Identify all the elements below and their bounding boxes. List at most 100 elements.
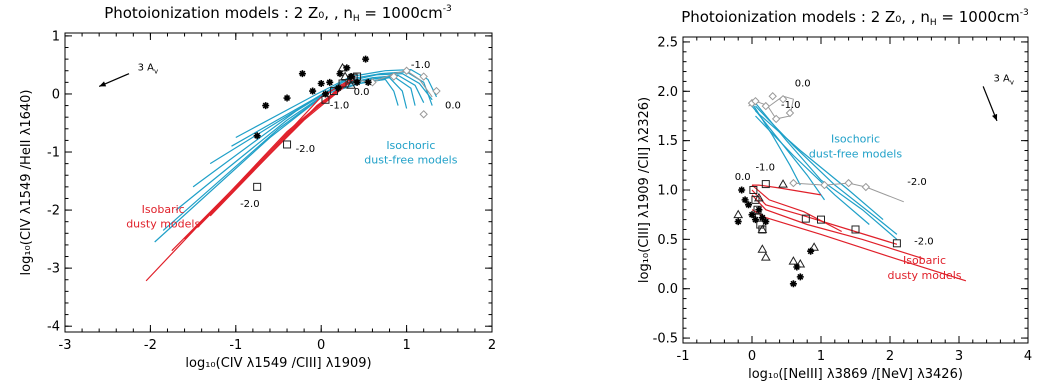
title-superscript: -3 [1020,8,1029,18]
y-tick-label: 0.0 [657,282,678,297]
reddening-subscript: v [154,68,158,76]
x-tick-label: 1 [402,338,410,353]
star-marker [298,70,306,78]
annotation-label: 0.0 [445,100,461,111]
isobaric-model-line [751,194,925,260]
y-tick-label: -1 [47,146,60,161]
annotation-label: -2.0 [914,236,934,247]
isobaric-model-line [751,184,842,233]
title-tail: = 1000cm [360,4,443,22]
star-marker [793,263,801,271]
y-axis-label: log₁₀(CIV λ1549 /HeII λ1640) [19,90,34,276]
annotation-label: -2.0 [240,199,260,210]
y-tick-label: 1.5 [657,134,678,149]
star-marker [253,132,261,140]
star-marker [758,214,766,222]
square-marker [761,180,770,189]
star-marker [741,196,749,204]
star-marker [364,78,372,86]
y-tick-label: -4 [47,320,60,335]
star-marker [745,201,753,209]
star-marker [353,78,361,86]
diamond-marker [778,94,788,104]
model-label: Isobaric [142,203,185,216]
square-marker [749,186,758,194]
square-marker [751,195,760,204]
isochoric-model-line [751,105,825,201]
annotation-label: -1.0 [781,100,801,111]
diamond-marker [751,96,760,106]
isochoric-model-line [154,78,399,243]
y-tick-label: -3 [47,262,60,277]
model-label: dusty models [888,269,962,282]
square-marker [817,215,825,224]
star-marker [326,78,334,86]
annotation-label: 0.0 [735,172,751,183]
x-tick-label: 2 [488,338,496,353]
diamond-marker [432,86,441,96]
diamond-marker [844,178,853,188]
x-tick-label: -1 [229,338,242,353]
x-tick-label: 0 [748,349,756,364]
x-tick-label: 4 [1024,349,1032,364]
diamond-marker [768,92,777,101]
model-label: Isochoric [386,139,435,152]
model-label: dust-free models [809,147,902,160]
diamond-marker [402,66,411,75]
isochoric-model-line [755,105,898,235]
reddening-arrow-head [992,113,998,121]
title-subscript: H [353,14,360,24]
star-marker [334,84,342,92]
reddening-arrow-head [99,81,107,87]
star-marker [789,280,797,288]
triangle-marker [760,252,771,261]
star-marker [262,102,270,110]
data-layer [145,55,441,282]
diamond-marker [785,108,795,118]
annotation-label: 0.0 [795,78,811,89]
diamond-marker [419,110,428,119]
chart-right: -1 0 1 2 3 4 -0.5 0.0 0.5 1.0 1.5 2.0 2.5Photoioniza… [637,8,1032,382]
star-marker [796,273,804,281]
isochoric-model-line [235,68,438,139]
annotation-label: -1.0 [755,162,775,173]
star-marker [807,247,815,255]
model-label: Isobaric [903,254,946,267]
x-tick-label: 1 [817,349,825,364]
y-tick-label: 1.0 [657,184,678,199]
triangle-marker [809,242,819,251]
y-tick-label: 2.0 [657,85,678,100]
isobaric-model-line [751,209,967,282]
diamond-marker [761,101,771,111]
star-marker [751,216,759,224]
triangle-marker [733,209,744,219]
star-marker [343,64,351,72]
chart-title: Photoionization models : 2 Z₀, , nH = 10… [681,8,1029,28]
y-tick-label: 1 [52,29,60,44]
y-tick-label: -2 [47,204,60,219]
annotation-label: 0.0 [354,87,370,98]
title-superscript: -3 [443,4,452,14]
diamond-marker [771,114,781,124]
model-label: dust-free models [364,154,457,167]
triangle-marker [340,71,350,81]
star-marker [317,80,325,88]
square-marker [756,220,765,229]
isobaric-model-line [751,189,898,245]
triangle-marker [757,224,768,233]
title-subscript: H [930,18,937,28]
x-tick-label: -3 [59,338,72,353]
y-axis-label: log₁₀(CIII] λ1909 /CII] λ2326) [637,97,652,283]
y-tick-label: 0 [52,87,60,102]
star-marker [321,90,329,98]
reddening-label: 3 Av [994,73,1015,86]
reddening-label: 3 Av [138,63,159,76]
diamond-marker [389,72,398,81]
star-marker [738,186,746,194]
isochoric-model-line [755,110,884,221]
star-marker [283,94,291,102]
diamond-marker [861,182,871,192]
x-tick-label: 3 [955,349,963,364]
